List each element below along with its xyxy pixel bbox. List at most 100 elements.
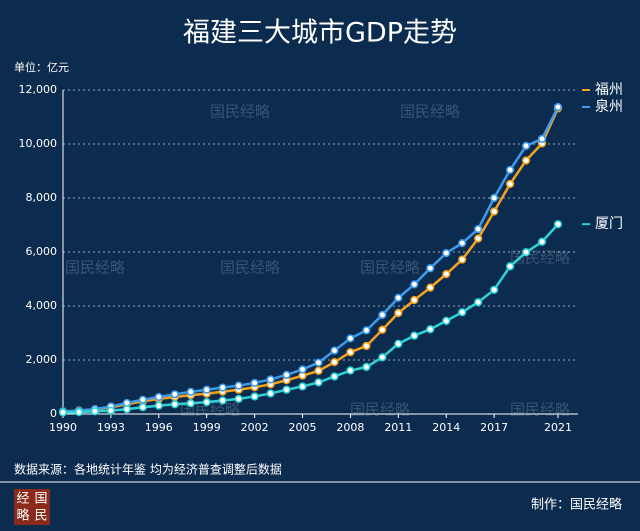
data-point	[314, 358, 323, 367]
data-point	[346, 366, 355, 375]
y-tick-label: 0	[50, 407, 57, 420]
data-point	[362, 326, 371, 335]
x-tick-label: 1993	[97, 421, 125, 434]
data-point	[170, 400, 179, 409]
data-point	[234, 394, 243, 403]
logo-char: 略	[16, 508, 29, 524]
data-point	[330, 346, 339, 355]
data-point	[505, 179, 515, 189]
x-tick-label: 2002	[241, 421, 269, 434]
y-tick-label: 2,000	[26, 353, 58, 366]
data-point	[426, 325, 435, 334]
data-point	[458, 255, 467, 264]
data-point	[537, 134, 547, 143]
data-point	[346, 348, 355, 357]
data-point	[442, 316, 451, 325]
watermark: 国民经略	[350, 401, 410, 419]
data-point	[74, 408, 84, 417]
data-point	[458, 308, 467, 317]
data-point	[298, 382, 307, 391]
data-point	[537, 237, 547, 246]
x-tick-label: 2014	[432, 421, 460, 434]
data-point	[490, 207, 499, 216]
data-point	[314, 378, 323, 387]
credit: 制作：国民经略	[531, 497, 622, 513]
data-point	[442, 270, 451, 279]
chart-title: 福建三大城市GDP走势	[183, 18, 457, 49]
data-point	[250, 378, 259, 388]
data-point	[234, 381, 243, 390]
data-point	[426, 264, 435, 273]
data-point	[298, 365, 307, 374]
watermark: 国民经略	[360, 259, 420, 277]
data-point	[362, 362, 371, 372]
data-point	[154, 401, 163, 410]
y-tick-label: 10,000	[19, 137, 58, 150]
data-point	[266, 375, 275, 384]
x-tick-label: 1999	[193, 421, 221, 434]
x-tick-label: 2017	[480, 421, 508, 434]
source: 数据来源：各地统计年鉴 均为经济普查调整后数据	[14, 462, 282, 477]
x-tick-label: 2011	[384, 421, 412, 434]
data-point	[90, 407, 100, 416]
data-point	[282, 385, 291, 394]
data-point	[474, 224, 483, 234]
x-tick-label: 2005	[289, 421, 317, 434]
data-point	[138, 395, 147, 404]
x-tick-label: 2021	[544, 421, 572, 434]
data-point	[378, 325, 387, 334]
data-point	[553, 220, 563, 229]
data-point	[394, 339, 403, 348]
data-point	[202, 385, 211, 394]
data-point	[521, 248, 531, 257]
data-point	[154, 392, 163, 402]
data-point	[378, 310, 387, 320]
legend-label: 厦门	[595, 216, 623, 232]
data-point	[458, 238, 467, 248]
x-tick-label: 1996	[145, 421, 173, 434]
data-point	[362, 341, 371, 351]
data-point	[314, 366, 323, 375]
data-point	[410, 295, 419, 305]
data-point	[410, 280, 419, 289]
watermark: 国民经略	[400, 103, 460, 121]
logo-char: 国	[34, 492, 47, 507]
data-point	[106, 406, 116, 415]
data-point	[266, 389, 275, 398]
y-tick-label: 8,000	[26, 191, 58, 204]
x-tick-label: 2008	[336, 421, 364, 434]
data-point	[330, 372, 339, 381]
watermark: 国民经略	[210, 103, 270, 121]
legend-label: 福州	[595, 82, 623, 98]
watermark: 国民经略	[220, 259, 280, 277]
data-point	[218, 383, 227, 392]
data-point	[186, 399, 195, 408]
data-point	[138, 403, 147, 412]
data-point	[521, 141, 531, 150]
data-point	[553, 102, 563, 112]
data-point	[490, 285, 499, 294]
y-tick-label: 4,000	[26, 299, 58, 312]
data-point	[442, 248, 451, 258]
data-point	[474, 234, 483, 243]
watermark: 国民经略	[65, 259, 125, 277]
data-point	[474, 298, 483, 307]
unit-label: 单位：亿元	[14, 60, 69, 74]
data-point	[218, 396, 227, 405]
data-point	[410, 331, 419, 340]
logo-char: 经	[16, 492, 29, 507]
data-point	[202, 398, 211, 407]
y-tick-label: 12,000	[19, 83, 58, 96]
x-tick-label: 1990	[49, 421, 77, 434]
data-point	[186, 387, 195, 396]
y-tick-label: 6,000	[26, 245, 58, 258]
data-point	[330, 358, 339, 367]
data-point	[346, 334, 355, 343]
data-point	[521, 156, 531, 165]
data-point	[505, 262, 515, 271]
data-point	[58, 408, 68, 417]
watermark: 国民经略	[510, 401, 570, 419]
